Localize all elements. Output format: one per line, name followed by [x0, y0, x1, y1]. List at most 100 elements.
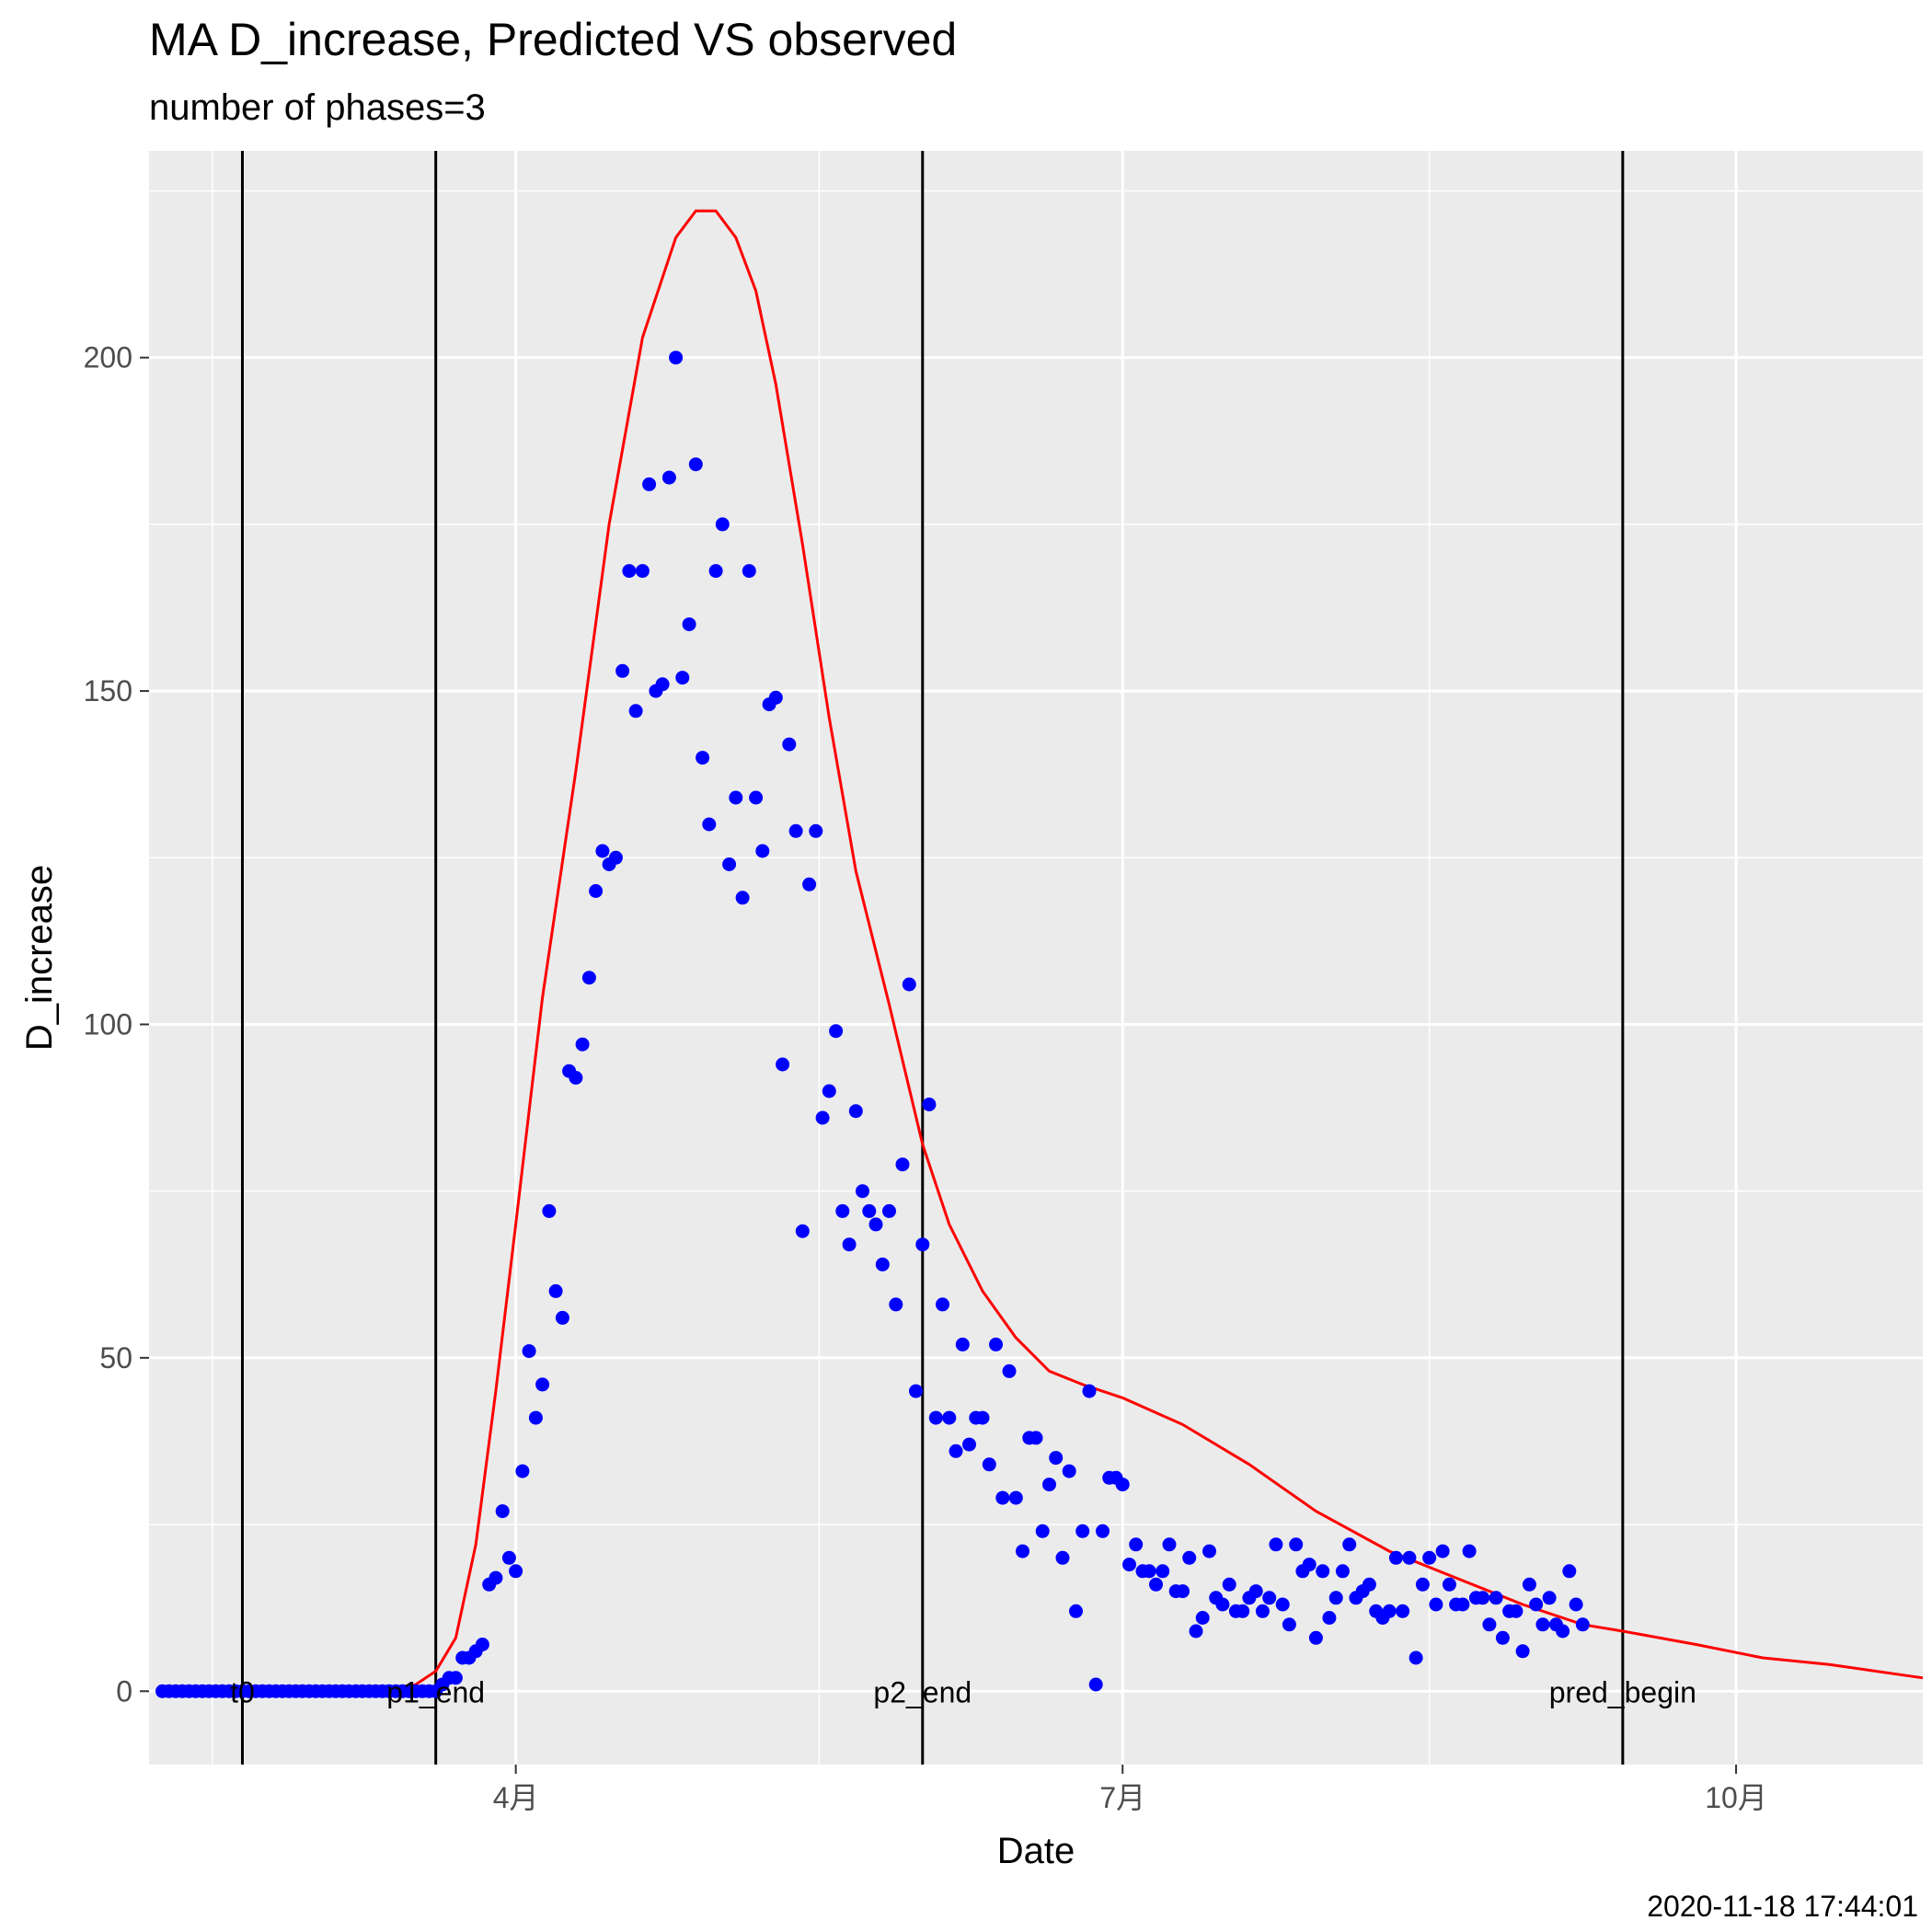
observed-point [735, 891, 750, 905]
observed-point [642, 477, 657, 491]
timestamp: 2020-11-18 17:44:01 [1647, 1890, 1918, 1923]
observed-point [975, 1410, 990, 1425]
y-axis: 0 50 100 150 200 [84, 341, 149, 1708]
observed-point [782, 737, 797, 752]
observed-point [1569, 1597, 1583, 1612]
observed-point [1415, 1577, 1430, 1592]
observed-point [1509, 1604, 1524, 1618]
observed-point [628, 704, 643, 719]
observed-point [955, 1337, 970, 1351]
observed-point [1328, 1591, 1343, 1605]
chart-subtitle: number of phases=3 [149, 87, 486, 128]
observed-point [1035, 1524, 1050, 1538]
observed-point [1236, 1604, 1250, 1618]
observed-point [822, 1084, 836, 1098]
observed-point [809, 823, 823, 838]
observed-point [1096, 1524, 1110, 1538]
observed-point [848, 1104, 863, 1119]
x-axis-label: Date [997, 1831, 1075, 1871]
phase-label-p1_end: p1_end [386, 1675, 485, 1708]
observed-point [495, 1504, 510, 1519]
observed-point [1455, 1597, 1470, 1612]
observed-point [509, 1564, 523, 1579]
observed-point [515, 1464, 530, 1478]
observed-point [776, 1057, 790, 1072]
grid-minor [149, 151, 1923, 1765]
observed-point [555, 1310, 569, 1325]
observed-point [1156, 1564, 1170, 1579]
observed-point [1129, 1537, 1144, 1552]
observed-point [895, 1157, 910, 1172]
observed-point [768, 690, 783, 705]
observed-point [902, 977, 916, 992]
y-tick-label: 50 [99, 1341, 132, 1374]
observed-point [715, 517, 730, 532]
observed-point [989, 1337, 1003, 1351]
observed-point [829, 1024, 844, 1039]
observed-point [722, 857, 737, 871]
observed-point [936, 1297, 949, 1312]
observed-point [995, 1490, 1010, 1505]
observed-point [1008, 1490, 1023, 1505]
observed-point [1002, 1363, 1017, 1378]
observed-point [815, 1110, 830, 1125]
observed-point [1388, 1550, 1403, 1565]
observed-point [1195, 1611, 1210, 1625]
observed-point [1402, 1550, 1417, 1565]
observed-point [688, 457, 703, 472]
observed-point [875, 1257, 890, 1271]
observed-point [942, 1410, 957, 1425]
x-tick-label: 7月 [1099, 1781, 1145, 1814]
observed-point [742, 564, 756, 579]
grid-major [149, 151, 1923, 1765]
observed-point [1269, 1537, 1283, 1552]
observed-point [868, 1217, 883, 1232]
observed-point [1289, 1537, 1304, 1552]
observed-point [1149, 1577, 1163, 1592]
observed-point [475, 1638, 489, 1651]
observed-point [1575, 1617, 1590, 1632]
observed-point [1062, 1464, 1076, 1478]
observed-point [1316, 1564, 1330, 1579]
observed-point [788, 823, 803, 838]
observed-point [1122, 1558, 1136, 1572]
observed-point [702, 817, 717, 832]
observed-point [949, 1443, 963, 1458]
observed-point [1202, 1544, 1216, 1558]
observed-point [1248, 1584, 1263, 1599]
x-tick-label: 10月 [1705, 1781, 1767, 1814]
observed-point [856, 1184, 869, 1199]
observed-points [155, 351, 1590, 1698]
observed-point [1562, 1564, 1577, 1579]
observed-point [842, 1237, 857, 1252]
observed-point [1088, 1677, 1103, 1692]
x-axis: 4月 7月 10月 [493, 1765, 1767, 1814]
observed-point [1462, 1544, 1477, 1558]
y-tick-label: 200 [84, 341, 132, 374]
observed-point [795, 1224, 810, 1238]
observed-point [1029, 1431, 1043, 1445]
observed-point [1255, 1604, 1270, 1618]
observed-point [622, 564, 637, 579]
phase-label-pred_begin: pred_begin [1549, 1675, 1696, 1708]
observed-point [1495, 1630, 1510, 1645]
observed-point [589, 884, 604, 898]
observed-point [1262, 1591, 1277, 1605]
observed-point [1082, 1384, 1097, 1398]
observed-point [548, 1283, 563, 1298]
observed-point [595, 844, 610, 858]
observed-point [1215, 1597, 1230, 1612]
observed-point [1302, 1558, 1317, 1572]
phase-label-t0: t0 [230, 1675, 255, 1708]
observed-point [1176, 1584, 1190, 1599]
observed-point [1115, 1478, 1130, 1492]
observed-point [661, 470, 676, 485]
observed-point [928, 1410, 943, 1425]
observed-point [1435, 1544, 1450, 1558]
observed-point [581, 971, 596, 985]
observed-point [1055, 1550, 1070, 1565]
y-tick-label: 150 [84, 674, 132, 707]
observed-point [635, 564, 650, 579]
observed-point [682, 617, 696, 632]
